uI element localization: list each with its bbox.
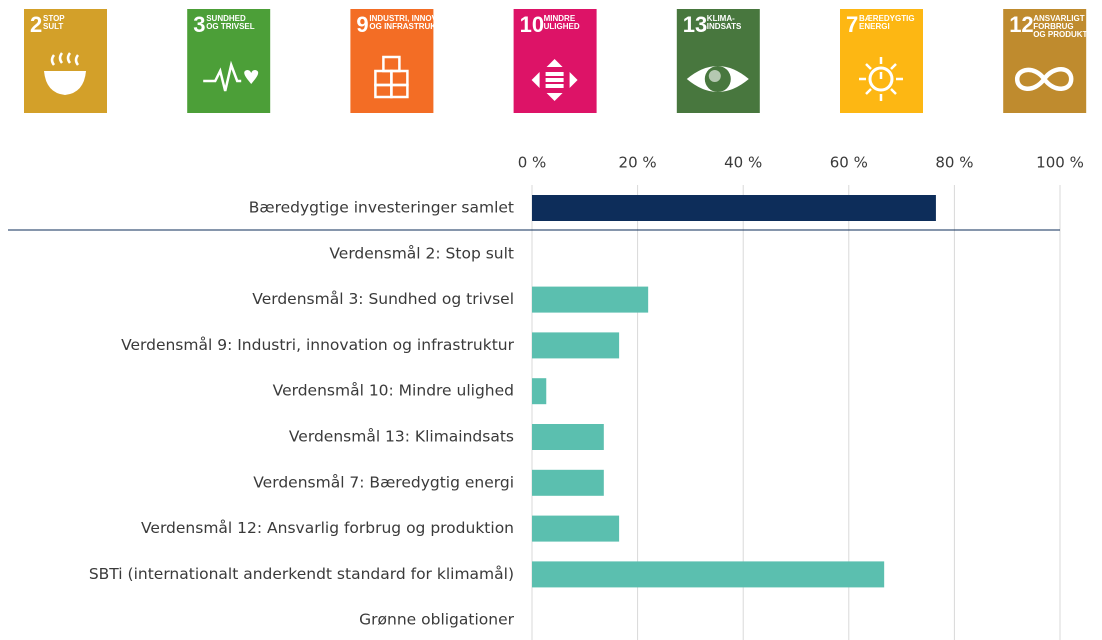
sdg-tile <box>1003 9 1087 113</box>
x-tick-label: 100 % <box>1036 154 1084 172</box>
sdg-number: 2 <box>30 12 42 37</box>
sdg-pictogram <box>686 66 749 92</box>
category-label: Bæredygtige investeringer samlet <box>249 199 514 217</box>
sdg-pictogram <box>859 57 903 101</box>
bar <box>532 561 885 588</box>
sdg-pictogram <box>374 55 409 99</box>
x-tick-label: 40 % <box>724 154 762 172</box>
bar <box>532 515 620 542</box>
sdg-label: INDUSTRI, INNOVATION <box>369 14 460 23</box>
sdg-icon: 13 KLIMA-INDSATS <box>676 9 760 113</box>
sdg-number: 13 <box>683 12 707 37</box>
sdg-number: 9 <box>356 12 368 37</box>
bar <box>532 378 547 405</box>
category-label: Verdensmål 2: Stop sult <box>329 244 514 262</box>
sdg-label: OG TRIVSEL <box>206 22 255 31</box>
bar <box>532 469 604 496</box>
sdg-label: STOP <box>43 14 65 23</box>
sdg-number: 10 <box>520 12 544 37</box>
sdg-pictogram <box>203 60 259 92</box>
sdg-label: FORBRUG <box>1033 22 1073 31</box>
sdg-label: ENERGI <box>859 22 890 31</box>
sdg-tile <box>676 9 760 113</box>
x-tick-label: 20 % <box>619 154 657 172</box>
sdg-label: SULT <box>43 22 63 31</box>
category-label: Verdensmål 13: Klimaindsats <box>289 428 514 446</box>
sdg-pictogram <box>1014 67 1074 91</box>
sdg-label: MINDRE <box>544 14 576 23</box>
sdg-label: INDSATS <box>707 22 742 31</box>
bar <box>532 424 604 450</box>
sdg-label: SUNDHED <box>206 14 246 23</box>
sdg-label: OG INFRASTRUKTUR <box>369 22 452 31</box>
x-tick-label: 0 % <box>518 154 547 172</box>
sdg-tile <box>187 9 271 113</box>
category-label: SBTi (internationalt anderkendt standard… <box>89 565 514 583</box>
category-label: Verdensmål 3: Sundhed og trivsel <box>252 290 514 308</box>
sdg-tile <box>24 9 107 113</box>
sdg-number: 3 <box>193 12 205 37</box>
sdg-label: BÆREDYGTIG <box>859 14 915 23</box>
category-label: Verdensmål 12: Ansvarlig forbrug og prod… <box>141 519 514 537</box>
sdg-pictogram <box>44 52 86 95</box>
sdg-label: ANSVARLIGT <box>1033 14 1085 23</box>
x-tick-label: 60 % <box>830 154 868 172</box>
sdg-pictogram <box>531 59 578 101</box>
bar <box>532 332 620 359</box>
x-tick-label: 80 % <box>935 154 973 172</box>
sdg-label: ULIGHED <box>544 22 580 31</box>
sdg-number: 7 <box>846 12 858 37</box>
sdg-number: 12 <box>1009 12 1033 37</box>
bar <box>532 195 936 221</box>
category-label: Verdensmål 9: Industri, innovation og in… <box>121 336 515 354</box>
sdg-label: KLIMA- <box>707 14 735 23</box>
category-label: Verdensmål 10: Mindre ulighed <box>273 382 514 400</box>
sdg-label: OG PRODUKTION <box>1033 30 1102 39</box>
category-label: Grønne obligationer <box>359 611 514 629</box>
bar <box>532 286 649 313</box>
category-label: Verdensmål 7: Bæredygtig energi <box>253 473 514 491</box>
